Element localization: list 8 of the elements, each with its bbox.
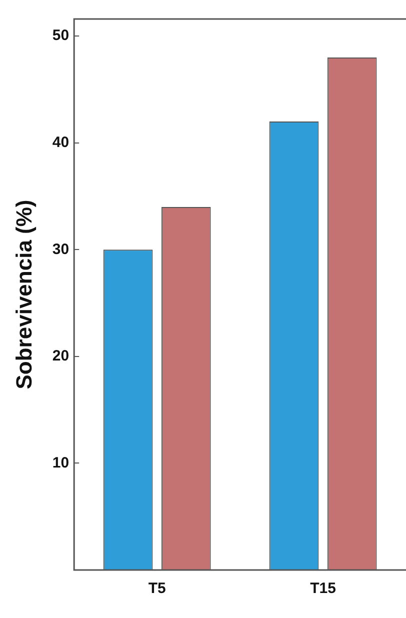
y-tick-label: 40 [52, 134, 70, 152]
y-tick-label: 30 [52, 240, 70, 258]
y-axis-title: Sobrevivencia (%) [11, 200, 36, 390]
y-tick-label: 10 [52, 454, 70, 472]
x-tick-label: T5 [148, 580, 166, 598]
y-tick-label: 20 [52, 348, 70, 365]
x-tick-label: T15 [310, 580, 336, 598]
y-tick-label: 50 [52, 27, 70, 44]
